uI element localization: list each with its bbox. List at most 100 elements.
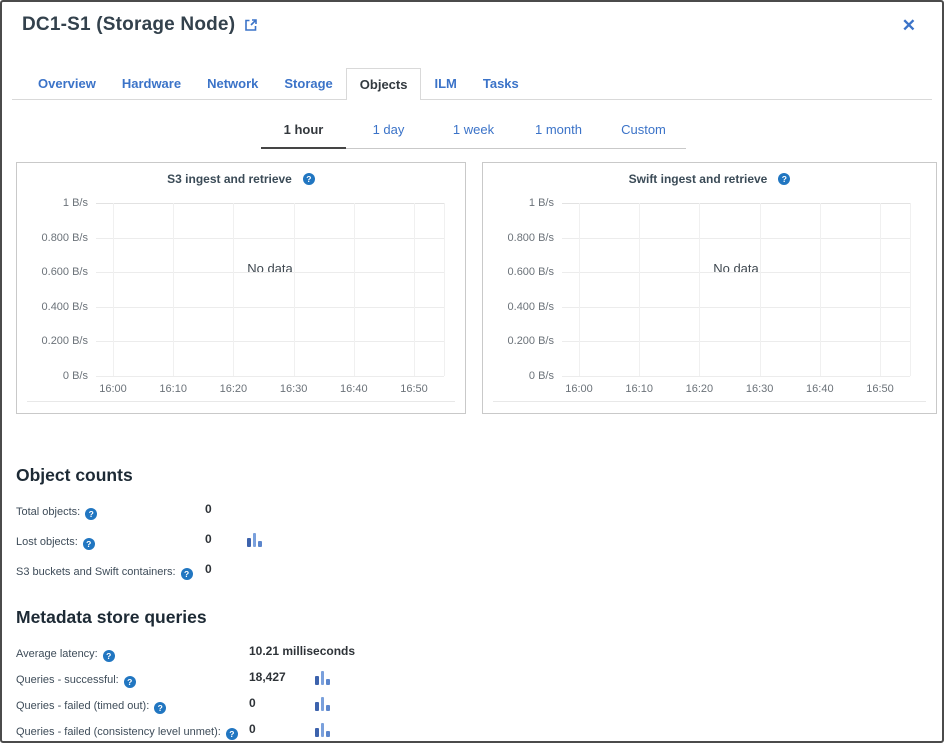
gridline [579, 203, 580, 376]
row-label: Queries - successful: [16, 674, 119, 686]
tab-storage[interactable]: Storage [284, 76, 333, 91]
chart-title: S3 ingest and retrieve [167, 172, 292, 186]
object-counts-section: Object counts Total objects:? 0 Lost obj… [16, 464, 928, 592]
gridline [759, 203, 761, 376]
tab-overview[interactable]: Overview [38, 76, 96, 91]
gridline [562, 306, 910, 308]
y-tick-label: 0.400 B/s [41, 300, 88, 313]
row-label: Queries - failed (consistency level unme… [16, 726, 221, 738]
y-tick-label: 0.200 B/s [41, 335, 88, 348]
gridline [113, 203, 114, 376]
y-tick-label: 0.800 B/s [507, 231, 554, 244]
metadata-queries-rows: Average latency:? 10.21 milliseconds Que… [16, 644, 928, 741]
table-row: Queries - successful:? 18,427 [16, 670, 928, 696]
y-tick-label: 1 B/s [528, 197, 554, 209]
row-value: 0 [205, 532, 212, 546]
row-label: Average latency: [16, 648, 98, 660]
tab-hardware[interactable]: Hardware [121, 76, 182, 91]
bar-chart-icon[interactable] [315, 669, 330, 685]
gridline [96, 376, 444, 377]
s3-ingest-retrieve-chart: S3 ingest and retrieve ? No data 1 B/s 0.… [16, 162, 466, 414]
x-tick-label: 16:40 [340, 383, 368, 395]
legend-divider [27, 401, 455, 402]
x-tick-label: 16:30 [279, 383, 308, 395]
y-tick-label: 0 B/s [62, 370, 88, 382]
gridline [639, 203, 641, 376]
gridline [293, 203, 295, 376]
x-tick-label: 16:50 [866, 383, 894, 395]
tab-objects[interactable]: Objects [345, 68, 422, 100]
help-icon[interactable]: ? [82, 538, 95, 550]
help-icon[interactable]: ? [180, 568, 193, 580]
row-label: S3 buckets and Swift containers: [16, 566, 176, 578]
gridline [910, 203, 911, 376]
row-label: Total objects: [16, 506, 81, 518]
row-label: Lost objects: [16, 536, 78, 548]
external-link-icon[interactable] [243, 17, 259, 33]
gridline [699, 203, 701, 376]
tab-tasks[interactable]: Tasks [482, 76, 519, 91]
help-icon[interactable]: ? [302, 173, 315, 185]
row-value: 10.21 milliseconds [249, 644, 356, 658]
gridline [444, 203, 445, 376]
gridline [880, 203, 881, 376]
gridline [819, 203, 821, 376]
gridline [173, 203, 175, 376]
page-title: DC1-S1 (Storage Node) [22, 14, 236, 35]
y-tick-label: 1 B/s [62, 197, 88, 209]
row-value: 0 [205, 562, 212, 576]
no-data-label: No data [713, 261, 759, 276]
chart-header: Swift ingest and retrieve ? [483, 172, 936, 186]
time-range-1-hour[interactable]: 1 hour [261, 113, 346, 149]
help-icon[interactable]: ? [102, 650, 115, 662]
bar-chart-icon[interactable] [315, 721, 330, 737]
y-tick-label: 0.200 B/s [507, 335, 554, 348]
help-icon[interactable]: ? [85, 508, 98, 520]
gridline [96, 203, 444, 204]
bar-chart-icon[interactable] [247, 531, 262, 547]
help-icon[interactable]: ? [778, 173, 791, 185]
time-range-1-day[interactable]: 1 day [372, 122, 405, 137]
x-tick-label: 16:20 [219, 383, 248, 395]
x-tick-label: 16:00 [99, 383, 127, 395]
legend-divider [493, 401, 926, 402]
time-range-custom[interactable]: Custom [621, 122, 666, 137]
time-range-tabs: 1 hour 1 day 1 week 1 month Custom [261, 113, 686, 149]
y-tick-label: 0.800 B/s [41, 231, 88, 244]
gridline [414, 203, 415, 376]
help-icon[interactable]: ? [225, 728, 238, 740]
object-counts-rows: Total objects:? 0 Lost objects:? 0 S3 bu… [16, 502, 928, 592]
gridline [233, 203, 235, 376]
gridline [96, 272, 444, 274]
time-range-1-month[interactable]: 1 month [535, 122, 582, 137]
x-tick-label: 16:00 [565, 383, 593, 395]
gridline [562, 237, 910, 239]
swift-ingest-retrieve-chart: Swift ingest and retrieve ? No data 1 B/… [482, 162, 937, 414]
row-value: 18,427 [249, 670, 286, 684]
header: DC1-S1 (Storage Node) [22, 14, 259, 36]
table-row: S3 buckets and Swift containers:? 0 [16, 562, 928, 592]
y-tick-label: 0.400 B/s [507, 300, 554, 313]
time-range-1-week[interactable]: 1 week [452, 122, 495, 137]
x-tick-label: 16:20 [685, 383, 714, 395]
no-data-label: No data [247, 261, 293, 276]
table-row: Total objects:? 0 [16, 502, 928, 532]
y-tick-label: 0.600 B/s [507, 266, 554, 279]
x-tick-label: 16:30 [745, 383, 774, 395]
x-tick-label: 16:40 [806, 383, 834, 395]
tab-network[interactable]: Network [207, 76, 259, 91]
close-icon[interactable]: ✕ [901, 16, 916, 35]
gridline [562, 203, 910, 204]
help-icon[interactable]: ? [154, 702, 167, 714]
table-row: Average latency:? 10.21 milliseconds [16, 644, 928, 670]
row-value: 0 [249, 722, 256, 736]
y-tick-label: 0.600 B/s [41, 266, 88, 279]
chart-title: Swift ingest and retrieve [628, 172, 768, 186]
table-row: Queries - failed (consistency level unme… [16, 721, 928, 741]
help-icon[interactable]: ? [123, 676, 136, 688]
tab-ilm[interactable]: ILM [434, 76, 457, 91]
row-value: 0 [249, 696, 256, 710]
bar-chart-icon[interactable] [315, 695, 330, 711]
row-value: 0 [205, 502, 212, 516]
